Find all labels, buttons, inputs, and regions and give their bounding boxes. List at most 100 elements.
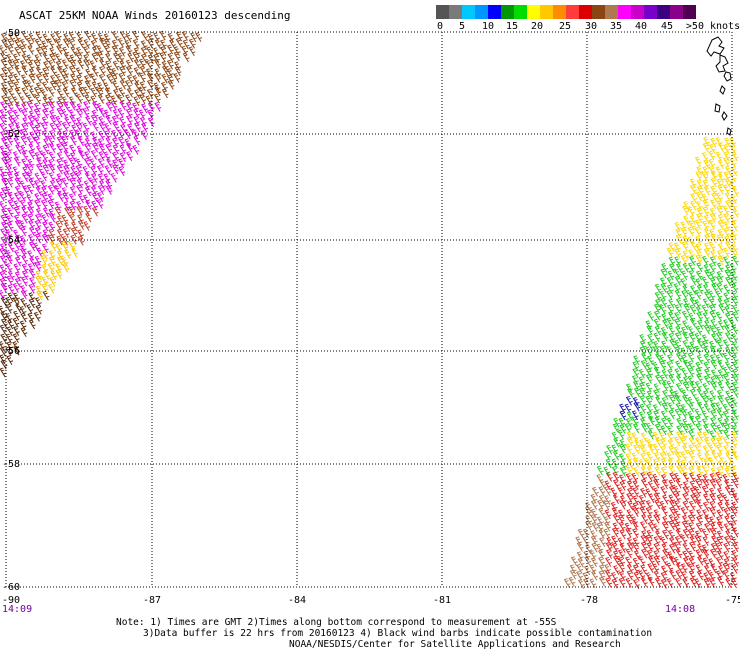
- wind-barb: [704, 269, 711, 280]
- wind-barb: [6, 171, 14, 182]
- wind-barb: [28, 149, 36, 160]
- wind-barb: [716, 536, 724, 547]
- wind-barb: [34, 38, 42, 49]
- wind-barb: [63, 165, 70, 175]
- wind-barb: [702, 220, 710, 231]
- wind-barb: [703, 375, 711, 386]
- wind-barb: [82, 130, 90, 140]
- wind-barb: [732, 472, 740, 483]
- wind-barb: [697, 543, 704, 554]
- wind-barb: [167, 32, 175, 43]
- wind-barb: [585, 544, 593, 555]
- wind-barb: [715, 516, 723, 527]
- wind-barb: [717, 417, 725, 428]
- wind-barb: [689, 178, 697, 189]
- wind-barb: [111, 80, 119, 91]
- wind-barb: [697, 401, 705, 412]
- wind-barb: [110, 172, 118, 183]
- wind-barb: [633, 387, 641, 398]
- wind-barb: [42, 33, 50, 44]
- wind-barb: [98, 37, 106, 48]
- wind-barb: [660, 297, 668, 308]
- wind-barb: [722, 436, 730, 447]
- wind-barb: [695, 171, 703, 182]
- wind-barb: [625, 443, 633, 454]
- wind-barb: [703, 214, 711, 225]
- wind-barb: [708, 263, 716, 273]
- wind-barb: [681, 515, 689, 525]
- wind-barb: [674, 436, 681, 447]
- wind-barb: [56, 88, 64, 99]
- wind-barb: [68, 193, 76, 204]
- wind-barb: [689, 487, 697, 498]
- wind-barb: [716, 200, 724, 211]
- wind-barb: [166, 44, 174, 55]
- wind-barb: [638, 458, 646, 469]
- wind-barb: [19, 247, 27, 258]
- wind-barb: [640, 422, 648, 433]
- wind-barb: [627, 487, 634, 498]
- wind-barb: [682, 528, 690, 539]
- wind-barb: [97, 158, 105, 168]
- wind-barb: [42, 158, 50, 169]
- wind-barb: [605, 556, 613, 567]
- wind-barb: [709, 380, 717, 391]
- wind-barb: [12, 73, 20, 84]
- wind-barb: [654, 299, 662, 309]
- wind-barb: [632, 557, 640, 568]
- wind-barb: [704, 452, 711, 462]
- wind-barb: [694, 397, 702, 407]
- wind-barb: [125, 59, 133, 70]
- wind-barb: [117, 108, 125, 118]
- wind-barb: [666, 284, 674, 295]
- wind-barb: [687, 206, 695, 217]
- colorbar-swatch: [670, 5, 683, 19]
- wind-barb: [668, 263, 676, 274]
- wind-barb: [28, 178, 36, 189]
- wind-barb: [603, 450, 611, 461]
- wind-barb: [732, 557, 739, 567]
- wind-barb: [724, 346, 732, 357]
- wind-barb: [688, 444, 696, 455]
- wind-barb: [36, 157, 43, 168]
- wind-barb: [645, 507, 653, 517]
- wind-barb: [0, 311, 8, 322]
- wind-barb: [590, 514, 598, 524]
- wind-barb: [674, 577, 682, 588]
- wind-barb: [695, 325, 703, 336]
- wind-barb: [49, 47, 57, 57]
- wind-barb: [717, 214, 725, 224]
- wind-barb: [632, 361, 640, 372]
- wind-barb: [729, 157, 737, 168]
- wind-barb: [724, 192, 732, 203]
- wind-barb: [695, 549, 703, 559]
- wind-barb: [696, 207, 704, 218]
- wind-barb: [35, 275, 43, 286]
- wind-barb: [613, 417, 621, 428]
- wind-barb: [708, 220, 716, 230]
- wind-barb: [54, 185, 62, 196]
- wind-barb: [590, 508, 598, 519]
- wind-barb: [1, 67, 9, 77]
- wind-barb: [126, 123, 134, 134]
- wind-barb: [654, 325, 662, 336]
- wind-barb: [696, 570, 704, 581]
- wind-barb: [709, 207, 717, 218]
- wind-barb: [702, 346, 710, 357]
- wind-barb: [717, 320, 725, 331]
- wind-barb: [724, 241, 732, 251]
- wind-barb: [104, 87, 112, 98]
- wind-barb: [125, 101, 133, 112]
- wind-barb: [724, 137, 732, 148]
- wind-barb: [674, 289, 682, 300]
- wind-barb: [118, 166, 126, 176]
- wind-barb: [704, 515, 712, 526]
- wind-barb: [62, 263, 70, 273]
- wind-barb: [611, 535, 618, 546]
- wind-barb: [169, 39, 176, 49]
- colorbar-swatch: [514, 5, 527, 19]
- wind-barb: [641, 548, 649, 559]
- wind-barb: [7, 242, 15, 253]
- wind-barb: [660, 486, 668, 496]
